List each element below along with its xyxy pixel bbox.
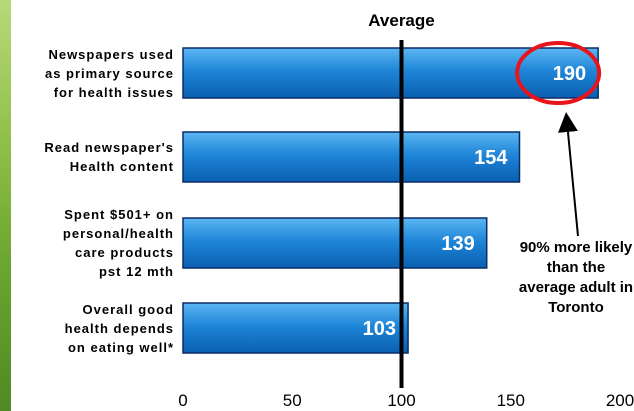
x-tick-label-3: 150 <box>497 391 525 410</box>
bar-1 <box>183 132 519 182</box>
category-label-1: Read newspaper's Health content <box>12 138 174 176</box>
category-label-line: Overall good <box>12 300 174 319</box>
bar-value-label-2: 139 <box>441 233 474 255</box>
x-tick-label-1: 50 <box>283 391 302 410</box>
average-label: Average <box>368 11 434 30</box>
annotation-arrow <box>567 122 578 236</box>
annotation-text: 90% more likely than the average adult i… <box>518 238 634 318</box>
bar-value-label-1: 154 <box>474 147 508 169</box>
category-label-line: Newspapers used <box>12 45 174 64</box>
category-label-0: Newspapers used as primary source for heal… <box>12 45 174 102</box>
category-label-line: on eating well* <box>12 338 174 357</box>
x-tick-label-2: 100 <box>387 391 415 410</box>
x-tick-label-4: 200 <box>606 391 634 410</box>
x-tick-label-0: 0 <box>178 391 187 410</box>
category-label-line: as primary source <box>12 64 174 83</box>
category-label-line: care products <box>12 243 174 262</box>
category-label-line: Read newspaper's <box>12 138 174 157</box>
bar-value-label-3: 103 <box>363 318 396 340</box>
category-label-line: pst 12 mth <box>12 262 174 281</box>
category-label-2: Spent $501+ on personal/health care produc… <box>12 205 174 281</box>
category-label-line: for health issues <box>12 83 174 102</box>
category-label-line: personal/health <box>12 224 174 243</box>
category-label-line: Spent $501+ on <box>12 205 174 224</box>
category-label-line: Health content <box>12 157 174 176</box>
bar-value-label-0: 190 <box>553 63 586 85</box>
bar-0 <box>183 48 598 98</box>
category-label-3: Overall good health depends on eating well… <box>12 300 174 357</box>
category-label-line: health depends <box>12 319 174 338</box>
